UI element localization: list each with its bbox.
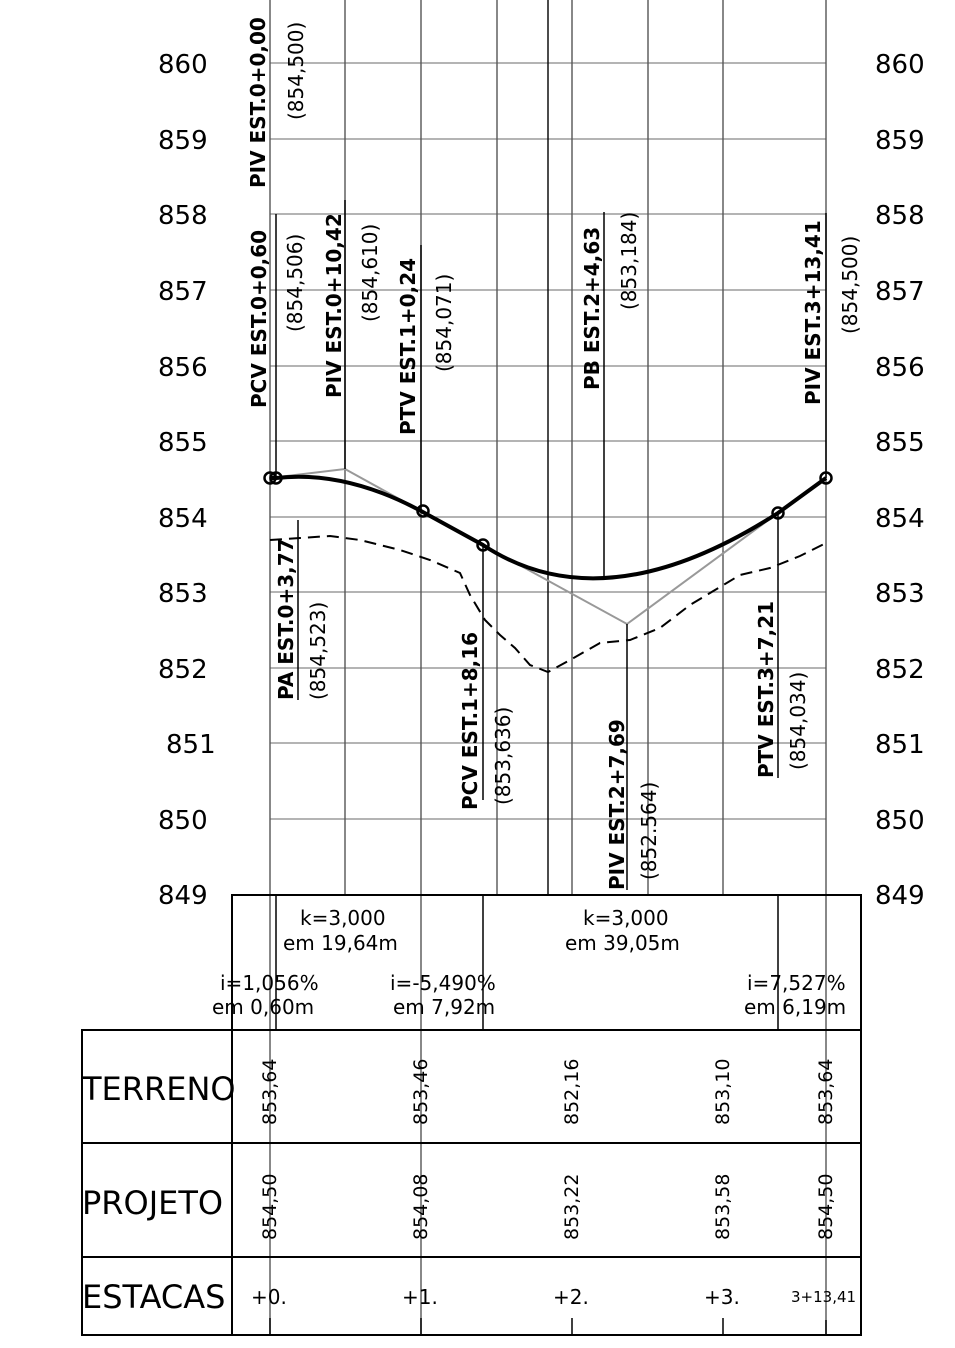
- ptv1-elev: (854,071): [432, 274, 456, 372]
- estaca-value: +3.: [704, 1285, 740, 1309]
- ptv1-label: PTV EST.1+0,24: [396, 258, 420, 435]
- projeto-value: 853,22: [561, 1174, 583, 1240]
- terreno-value: 853,10: [712, 1059, 734, 1125]
- upper-callouts: PIV EST.0+0,00 (854,500) PCV EST.0+0,60 …: [246, 17, 862, 435]
- g1-text: i=1,056%: [220, 971, 319, 995]
- terreno-values: 853,64 853,46 852,16 853,10 853,64: [259, 1059, 837, 1125]
- pcv0-elev: (854,506): [283, 234, 307, 332]
- estacas-label: ESTACAS: [82, 1278, 225, 1316]
- elev-855-left: 855: [158, 428, 208, 458]
- pa0-label: PA EST.0+3,77: [274, 538, 298, 700]
- projeto-values: 854,50 854,08 853,22 853,58 854,50: [259, 1174, 837, 1240]
- elev-857-left: 857: [158, 277, 208, 307]
- k2-text: k=3,000: [583, 906, 669, 930]
- piv3-elev: (854,500): [838, 236, 862, 334]
- projeto-value: 854,08: [410, 1174, 432, 1240]
- elev-857-right: 857: [875, 277, 925, 307]
- piv2-label: PIV EST.2+7,69: [605, 719, 629, 890]
- terreno-label: TERRENO: [81, 1070, 236, 1108]
- ptv3-label: PTV EST.3+7,21: [754, 601, 778, 778]
- elev-856-right: 856: [875, 353, 925, 383]
- elev-858-right: 858: [875, 201, 925, 231]
- elev-856-left: 856: [158, 353, 208, 383]
- elev-851-left: 851: [166, 730, 216, 760]
- elevation-labels-right: 860 859 858 857 856 855 854 853 852 851 …: [875, 50, 925, 911]
- elev-852-left: 852: [158, 655, 208, 685]
- elev-860-left: 860: [158, 50, 208, 80]
- pcv1-elev: (853,636): [491, 707, 515, 805]
- projeto-value: 853,58: [712, 1174, 734, 1240]
- g3em-text: em 6,19m: [744, 995, 846, 1019]
- g3-text: i=7,527%: [747, 971, 846, 995]
- station-ticks: [269, 1318, 827, 1335]
- elev-859-left: 859: [158, 126, 208, 156]
- elev-852-right: 852: [875, 655, 925, 685]
- elev-850-right: 850: [875, 806, 925, 836]
- elev-851-right: 851: [875, 730, 925, 760]
- pcv0-label: PCV EST.0+0,60: [247, 230, 271, 408]
- em1-text: em 19,64m: [283, 931, 398, 955]
- em2-text: em 39,05m: [565, 931, 680, 955]
- project-profile: [270, 474, 828, 581]
- elevation-labels-left: 860 859 858 857 856 855 854 853 852 851 …: [158, 50, 216, 911]
- estaca-value: +2.: [553, 1285, 589, 1309]
- terreno-value: 853,64: [259, 1059, 281, 1125]
- estaca-value: +0.: [251, 1285, 287, 1309]
- piv0-elev: (854,500): [284, 22, 308, 120]
- terrain-line: [269, 534, 827, 674]
- projeto-value: 854,50: [815, 1174, 837, 1240]
- piv0b-elev: (854,610): [358, 224, 382, 322]
- estacas-values: +0. +1. +2. +3. 3+13,41: [251, 1285, 856, 1309]
- elev-853-left: 853: [158, 579, 208, 609]
- estaca-value: 3+13,41: [791, 1288, 856, 1306]
- terreno-value: 853,64: [815, 1059, 837, 1125]
- piv0b-label: PIV EST.0+10,42: [322, 213, 346, 398]
- elev-853-right: 853: [875, 579, 925, 609]
- pb2-label: PB EST.2+4,63: [580, 227, 604, 390]
- pb2-elev: (853,184): [617, 212, 641, 310]
- projeto-value: 854,50: [259, 1174, 281, 1240]
- node-ptv1: [416, 504, 430, 518]
- curve-grade-text: k=3,000 em 19,64m k=3,000 em 39,05m i=1,…: [212, 906, 846, 1019]
- g2-text: i=-5,490%: [390, 971, 496, 995]
- table-row-labels: TERRENO PROJETO ESTACAS: [81, 1070, 236, 1316]
- elev-854-left: 854: [158, 504, 208, 534]
- elev-854-right: 854: [875, 504, 925, 534]
- pcv1-label: PCV EST.1+8,16: [458, 632, 482, 810]
- elev-858-left: 858: [158, 201, 208, 231]
- piv2-elev: (852.564): [637, 782, 661, 880]
- elev-849-right: 849: [875, 881, 925, 911]
- estaca-value: +1.: [402, 1285, 438, 1309]
- elev-859-right: 859: [875, 126, 925, 156]
- g1em-text: em 0,60m: [212, 995, 314, 1019]
- ptv3-elev: (854,034): [786, 672, 810, 770]
- lower-callouts: PA EST.0+3,77 (854,523) PCV EST.1+8,16 (…: [274, 538, 810, 890]
- terreno-value: 853,46: [410, 1059, 432, 1125]
- piv0-label: PIV EST.0+0,00: [246, 17, 270, 188]
- terreno-value: 852,16: [561, 1059, 583, 1125]
- callout-leaders: [275, 200, 827, 890]
- k1-text: k=3,000: [300, 906, 386, 930]
- g2em-text: em 7,92m: [393, 995, 495, 1019]
- profile-table: [81, 1029, 862, 1336]
- elev-855-right: 855: [875, 428, 925, 458]
- pa0-elev: (854,523): [306, 602, 330, 700]
- projeto-label: PROJETO: [82, 1184, 223, 1222]
- elev-850-left: 850: [158, 806, 208, 836]
- elev-849-left: 849: [158, 881, 208, 911]
- piv3-label: PIV EST.3+13,41: [801, 220, 825, 405]
- elev-860-right: 860: [875, 50, 925, 80]
